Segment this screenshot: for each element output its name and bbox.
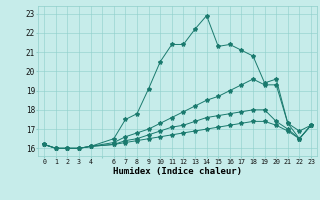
- X-axis label: Humidex (Indice chaleur): Humidex (Indice chaleur): [113, 167, 242, 176]
